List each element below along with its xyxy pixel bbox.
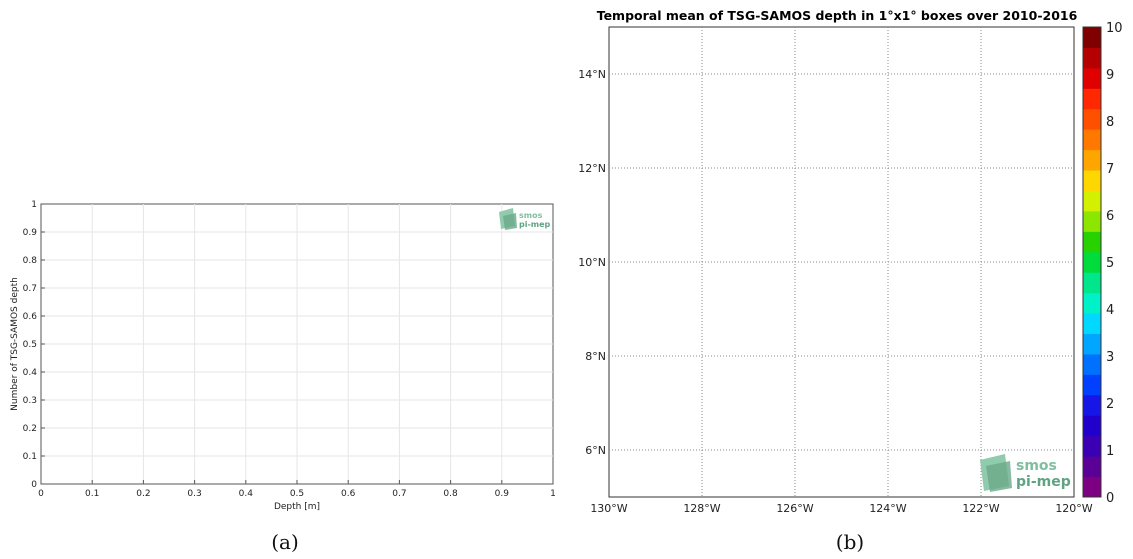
histogram-grid (41, 204, 553, 484)
colorbar-segment (1083, 129, 1101, 151)
map-lon-tick-label: 128°W (683, 502, 720, 515)
colorbar-tick-label: 3 (1106, 350, 1114, 365)
map-lon-tick-label: 122°W (962, 502, 999, 515)
histogram-y-tick-label: 0.1 (23, 452, 37, 462)
histogram-x-tick-label: 1 (550, 489, 556, 499)
colorbar-tick-label: 7 (1106, 162, 1114, 177)
histogram-y-tick-label: 0.7 (23, 284, 37, 294)
histogram-x-tick-label: 0.1 (85, 489, 99, 499)
colorbar-segment (1083, 210, 1101, 232)
histogram-y-tick-label: 1 (31, 200, 37, 210)
map-lon-ticks: 130°W 128°W 126°W 124°W 122°W 120°W (590, 502, 1092, 515)
colorbar-segment (1083, 251, 1101, 273)
logo-mark-shadow-icon (503, 213, 517, 230)
histogram-panel: 0 0.1 0.2 0.3 0.4 0.5 0.6 0.7 0.8 0.9 1 0 0.1 0.2 0.3… (10, 200, 556, 554)
map-lon-tick-label: 130°W (590, 502, 627, 515)
colorbar-tick-label: 4 (1106, 303, 1114, 318)
histogram-x-tick-label: 0.9 (495, 489, 510, 499)
colorbar-tick-label: 0 (1106, 491, 1114, 506)
histogram-y-tick-label: 0.2 (23, 424, 37, 434)
caption-a: (a) (271, 530, 299, 554)
colorbar-tick-label: 2 (1106, 397, 1114, 412)
map-grid (609, 27, 1074, 497)
colorbar-tick-label: 5 (1106, 256, 1114, 271)
histogram-y-ticks: 0 0.1 0.2 0.3 0.4 0.5 0.6 0.7 0.8 0.9 1 (23, 200, 45, 490)
colorbar-segment (1083, 170, 1101, 191)
colorbar-segment (1083, 333, 1101, 355)
logo-text-pimep: pi-mep (519, 220, 551, 229)
logo-text-smos: smos (519, 211, 543, 220)
colorbar-segment (1083, 190, 1101, 212)
smos-pimep-logo: smos pi-mep (499, 208, 551, 230)
colorbar-segment (1083, 272, 1101, 294)
histogram-y-tick-label: 0.8 (23, 256, 38, 266)
map-lat-tick-label: 14°N (578, 68, 606, 81)
histogram-x-tick-label: 0.8 (443, 489, 458, 499)
colorbar-segment (1083, 476, 1101, 498)
histogram-y-tick-label: 0.6 (23, 312, 38, 322)
histogram-y-label: Number of TSG-SAMOS depth (10, 277, 20, 411)
map-smos-pimep-logo: smos pi-mep (980, 454, 1071, 492)
colorbar-segment (1083, 415, 1101, 437)
colorbar-segment (1083, 292, 1101, 314)
histogram-x-tick-label: 0.5 (290, 489, 304, 499)
colorbar-frame (1082, 26, 1102, 498)
caption-b: (b) (836, 530, 864, 554)
colorbar-segment (1083, 108, 1101, 130)
colorbar-tick-label: 8 (1106, 115, 1114, 130)
map-logo-mark-shadow-icon (986, 461, 1012, 492)
histogram-y-tick-label: 0.9 (23, 228, 38, 238)
colorbar-segment (1083, 149, 1101, 171)
map-logo-text-smos: smos (1016, 458, 1057, 474)
colorbar-tick-label: 1 (1106, 444, 1114, 459)
map-lat-tick-label: 6°N (585, 444, 606, 457)
colorbar-segment (1083, 67, 1101, 89)
map-lon-tick-label: 126°W (776, 502, 813, 515)
colorbar-segment (1083, 47, 1101, 69)
histogram-x-tick-label: 0.3 (187, 489, 201, 499)
colorbar-segment (1083, 456, 1101, 478)
map-lat-tick-label: 12°N (578, 162, 606, 175)
colorbar-segment (1083, 353, 1101, 375)
map-logo-text-pimep: pi-mep (1016, 474, 1071, 490)
map-lat-tick-label: 10°N (578, 256, 606, 269)
colorbar-segment (1083, 27, 1101, 48)
colorbar-tick-label: 9 (1106, 68, 1114, 83)
histogram-x-tick-label: 0 (38, 489, 44, 499)
colorbar-segment (1083, 374, 1101, 396)
colorbar-tick-label: 10 (1106, 21, 1123, 36)
map-lon-tick-label: 124°W (869, 502, 906, 515)
colorbar-segment (1083, 394, 1101, 416)
map-lat-ticks: 6°N 8°N 10°N 12°N 14°N (578, 68, 606, 457)
map-lat-tick-label: 8°N (585, 350, 606, 363)
histogram-x-tick-label: 0.7 (392, 489, 406, 499)
colorbar-tick-label: 6 (1106, 209, 1114, 224)
map-panel: Temporal mean of TSG-SAMOS depth in 1°x1… (578, 8, 1122, 554)
map-title: Temporal mean of TSG-SAMOS depth in 1°x1… (597, 8, 1078, 23)
histogram-x-tick-label: 0.2 (136, 489, 150, 499)
histogram-y-tick-label: 0.4 (23, 368, 38, 378)
colorbar-segment (1083, 88, 1101, 110)
histogram-y-tick-label: 0.5 (23, 340, 37, 350)
histogram-x-ticks: 0 0.1 0.2 0.3 0.4 0.5 0.6 0.7 0.8 0.9 1 (38, 480, 556, 499)
colorbar (1082, 26, 1102, 498)
histogram-y-tick-label: 0.3 (23, 396, 37, 406)
colorbar-ticks: 0 1 2 3 4 5 6 7 8 9 10 (1106, 21, 1123, 506)
histogram-x-tick-label: 0.6 (341, 489, 356, 499)
histogram-x-tick-label: 0.4 (239, 489, 254, 499)
map-lon-tick-label: 120°W (1055, 502, 1092, 515)
histogram-y-tick-label: 0 (31, 480, 37, 490)
histogram-x-label: Depth [m] (274, 502, 320, 512)
colorbar-segment (1083, 313, 1101, 335)
colorbar-segment (1083, 231, 1101, 253)
colorbar-segment (1083, 435, 1101, 457)
